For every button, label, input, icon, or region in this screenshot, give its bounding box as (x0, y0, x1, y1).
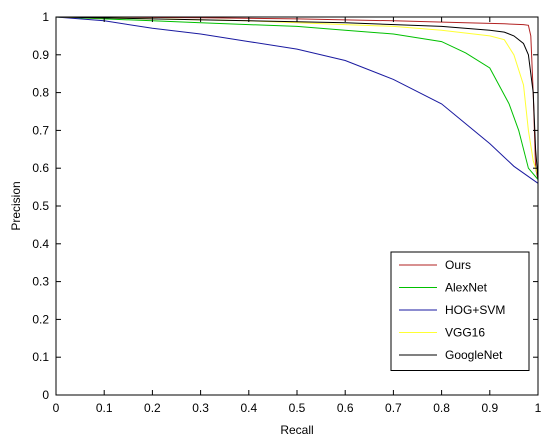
x-tick-label: 0 (53, 401, 60, 415)
x-tick-label: 0.9 (481, 401, 498, 415)
x-axis-label: Recall (280, 423, 313, 437)
series-line-alexnet (55, 16, 539, 180)
y-tick-label: 0.2 (32, 312, 49, 326)
legend-label: HOG+SVM (445, 303, 505, 317)
y-tick-label: 0.7 (32, 123, 49, 137)
legend-box (390, 251, 530, 371)
x-tick-label: 0.5 (289, 401, 306, 415)
y-axis: 0 0.1 0.2 0.3 0.4 0.5 0.6 0.7 0.8 0.9 1 (32, 10, 538, 402)
y-tick-label: 1 (42, 10, 49, 24)
legend-label: AlexNet (445, 281, 488, 295)
y-tick-label: 0.8 (32, 86, 49, 100)
x-tick-label: 0.1 (96, 401, 113, 415)
y-tick-label: 0.5 (32, 199, 49, 213)
x-axis: 0 0.1 0.2 0.3 0.4 0.5 0.6 0.7 0.8 0.9 1 (53, 17, 542, 415)
x-tick-label: 0.2 (144, 401, 161, 415)
x-tick-label: 0.6 (337, 401, 354, 415)
legend-label: Ours (445, 258, 471, 272)
y-tick-label: 0.6 (32, 161, 49, 175)
series-line-hog-svm (55, 16, 539, 184)
y-tick-label: 0.1 (32, 350, 49, 364)
x-tick-label: 0.7 (385, 401, 402, 415)
y-tick-label: 0.3 (32, 275, 49, 289)
legend-label: GoogleNet (445, 348, 503, 362)
x-tick-label: 0.3 (192, 401, 209, 415)
legend-label: VGG16 (445, 326, 485, 340)
x-tick-label: 0.8 (433, 401, 450, 415)
y-tick-label: 0.4 (32, 237, 49, 251)
x-tick-label: 0.4 (240, 401, 257, 415)
y-axis-label: Precision (9, 181, 23, 230)
y-tick-label: 0 (42, 388, 49, 402)
y-tick-label: 0.9 (32, 48, 49, 62)
x-tick-label: 1 (535, 401, 542, 415)
legend: Ours AlexNet HOG+SVM VGG16 GoogleNet (390, 251, 530, 371)
